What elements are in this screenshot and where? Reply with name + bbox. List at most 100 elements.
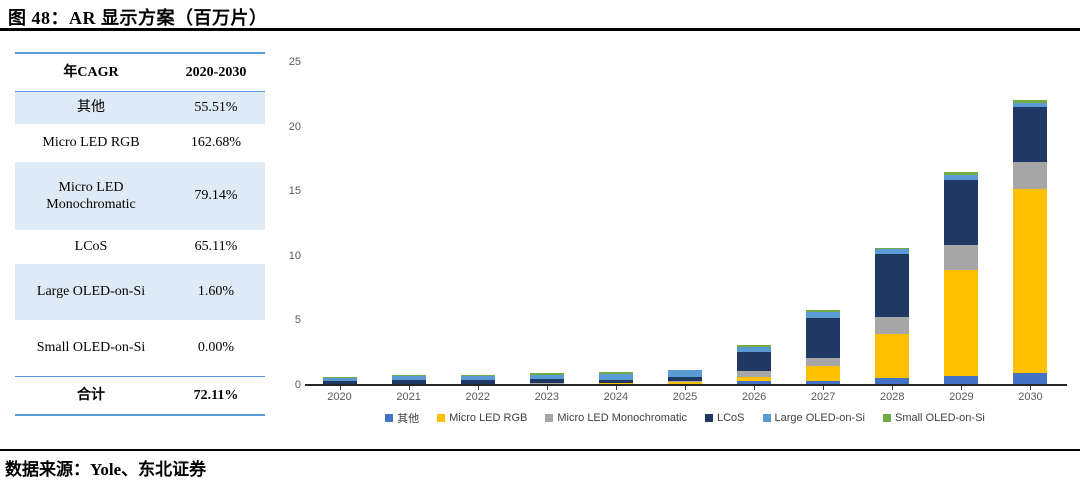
bar-segment xyxy=(529,383,564,384)
legend-label: Small OLED-on-Si xyxy=(895,412,985,424)
x-axis-tick-label: 2025 xyxy=(672,391,698,403)
bar-segment xyxy=(737,351,772,372)
bar-segment xyxy=(1013,107,1048,163)
total-value: 72.11% xyxy=(193,387,239,403)
legend-label: Large OLED-on-Si xyxy=(774,412,866,424)
bar-segment xyxy=(598,373,633,380)
x-axis-tick xyxy=(615,386,617,390)
row-label: LCoS xyxy=(74,239,108,255)
bar-segment xyxy=(875,378,910,385)
bar-segment xyxy=(875,249,910,255)
x-axis-tick xyxy=(477,386,479,390)
bar-segment xyxy=(529,374,564,380)
stacked-bar-2025 xyxy=(668,369,702,385)
y-axis-tick-label: 20 xyxy=(288,120,301,133)
bar-segment xyxy=(668,369,702,371)
bar-segment xyxy=(875,333,910,379)
row-value: 55.51% xyxy=(194,100,238,115)
legend-swatch-icon xyxy=(437,414,446,422)
cagr-table-total-row: 合计 72.11% xyxy=(15,376,265,414)
cagr-header-label: 年CAGR xyxy=(63,64,119,80)
x-axis-tick-label: 2028 xyxy=(880,391,905,403)
bar-segment xyxy=(737,344,772,348)
bar-segment xyxy=(668,382,702,384)
bar-segment xyxy=(806,366,841,381)
row-label: Large OLED-on-Si xyxy=(36,284,146,300)
bar-segment xyxy=(944,270,979,376)
bar-segment xyxy=(944,244,979,271)
stacked-bar-2030 xyxy=(1013,99,1048,385)
legend-label: 其他 xyxy=(397,413,420,425)
x-axis-tick-label: 2022 xyxy=(465,391,490,403)
bar-segment xyxy=(322,378,357,382)
legend-swatch-icon xyxy=(704,414,713,422)
bar-segment xyxy=(1013,162,1048,190)
x-axis-tick xyxy=(754,386,756,390)
legend-item: 其他 xyxy=(385,410,419,426)
y-axis-tick-label: 25 xyxy=(288,56,301,68)
x-axis-tick-label: 2027 xyxy=(810,391,836,403)
x-axis-tick-label: 2029 xyxy=(949,391,974,403)
row-label: Small OLED-on-Si xyxy=(36,340,146,356)
bar-segment xyxy=(806,380,841,385)
table-row: Large OLED-on-Si 1.60% xyxy=(15,264,265,320)
bar-segment xyxy=(598,382,633,384)
cagr-table-body: 其他 55.51% Micro LED RGB 162.68% Micro LED Mo… xyxy=(15,92,265,376)
source-text: 数据来源：Yole、东北证券 xyxy=(5,460,207,479)
bar-segment xyxy=(944,375,979,385)
bar-segment xyxy=(806,358,841,367)
y-axis-tick-label: 10 xyxy=(288,249,301,262)
legend-swatch-icon xyxy=(883,414,891,422)
table-row: Micro LED RGB 162.68% xyxy=(15,124,265,162)
legend-item: Large OLED-on-Si xyxy=(762,412,866,424)
cagr-header-period: 2020-2030 xyxy=(185,64,247,80)
stacked-bar-2029 xyxy=(944,172,979,385)
bar-segment xyxy=(944,172,979,176)
bar-segment xyxy=(460,376,495,381)
legend-swatch-icon xyxy=(762,414,771,422)
bar-segment xyxy=(806,312,841,318)
stacked-bar-chart: 其他 Micro LED RGB Micro LED Monochromatic LC… xyxy=(283,50,1073,440)
x-axis-line xyxy=(305,384,1067,386)
stacked-bar-2028 xyxy=(875,248,910,385)
row-value: 0.00% xyxy=(197,340,235,355)
legend-item: Micro LED RGB xyxy=(437,412,527,424)
bar-segment xyxy=(598,383,633,384)
bar-segment xyxy=(668,381,702,383)
figure-title-band: 图 48：AR 显示方案（百万片） xyxy=(0,0,1080,31)
row-value: 1.60% xyxy=(197,284,235,299)
legend-item: Micro LED Monochromatic xyxy=(545,412,687,424)
bar-segment xyxy=(875,248,910,250)
x-axis-tick xyxy=(685,386,686,390)
bar-segment xyxy=(944,180,979,245)
x-axis-tick-label: 2026 xyxy=(741,391,767,403)
y-axis-tick-label: 15 xyxy=(288,185,301,198)
table-row: 其他 55.51% xyxy=(15,92,265,124)
x-axis-tick xyxy=(892,386,894,390)
x-axis-tick xyxy=(961,386,963,390)
bar-segment xyxy=(737,381,772,385)
y-axis-tick-label: 0 xyxy=(294,379,301,391)
legend-label: LCoS xyxy=(716,412,745,424)
row-value: 65.11% xyxy=(194,239,238,254)
x-axis-tick xyxy=(823,386,825,390)
bar-segment xyxy=(1013,373,1048,385)
bar-segment xyxy=(322,376,357,379)
bar-segment xyxy=(529,379,564,384)
bar-segment xyxy=(737,371,772,378)
bar-segment xyxy=(806,317,841,359)
legend-swatch-icon xyxy=(545,414,554,422)
legend-label: Micro LED RGB xyxy=(449,412,528,424)
row-value: 162.68% xyxy=(190,135,242,150)
row-value: 79.14% xyxy=(194,188,238,203)
bar-segment xyxy=(806,309,841,313)
x-axis-tick-label: 2030 xyxy=(1018,391,1043,403)
legend-item: Small OLED-on-Si xyxy=(883,412,985,424)
bar-segment xyxy=(391,380,426,384)
bar-segment xyxy=(668,370,702,377)
x-axis-tick-label: 2020 xyxy=(327,391,352,403)
cagr-table: 年CAGR 2020-2030 其他 55.51% Micro LED RGB 162… xyxy=(15,52,265,416)
chart-plot-area xyxy=(305,62,1065,385)
cagr-table-header-row: 年CAGR 2020-2030 xyxy=(15,54,265,92)
